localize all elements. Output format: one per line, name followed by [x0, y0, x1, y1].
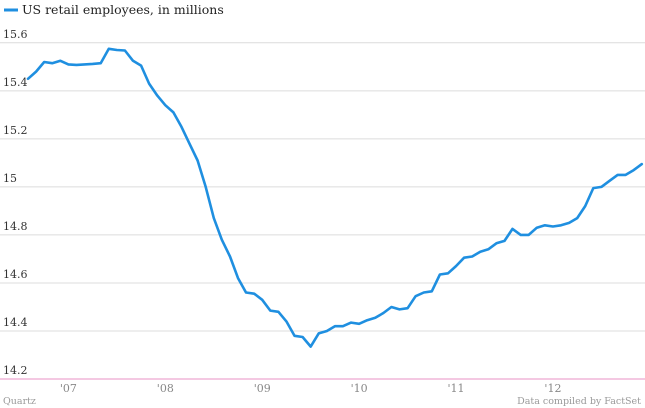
- x-tick-label: '07: [60, 382, 77, 395]
- gridlines: [0, 42, 645, 380]
- y-tick-label: 14.4: [3, 316, 28, 329]
- x-tick-label: '08: [157, 382, 174, 395]
- x-tick-label: '10: [351, 382, 368, 395]
- y-tick-label: 15.2: [3, 124, 28, 137]
- source-left: Quartz: [3, 396, 36, 407]
- x-tick-label: '09: [254, 382, 271, 395]
- y-tick-label: 15: [3, 172, 17, 185]
- y-tick-label: 14.6: [3, 268, 28, 281]
- y-tick-label: 15.6: [3, 28, 28, 41]
- series-line: [26, 47, 644, 348]
- y-axis-ticks: 14.2 14.4 14.6 14.8 15 15.2 15.4 15.6: [3, 28, 28, 377]
- x-tick-label: '11: [448, 382, 465, 395]
- y-tick-label: 14.2: [3, 364, 28, 377]
- legend-label: US retail employees, in millions: [22, 2, 224, 17]
- legend: US retail employees, in millions: [4, 2, 224, 17]
- y-tick-label: 14.8: [3, 220, 28, 233]
- x-axis-ticks: '07 '08 '09 '10 '11 '12: [60, 382, 562, 395]
- series-layer: [26, 47, 644, 348]
- y-tick-label: 15.4: [3, 76, 28, 89]
- source-right: Data compiled by FactSet: [517, 396, 641, 407]
- x-tick-label: '12: [544, 382, 561, 395]
